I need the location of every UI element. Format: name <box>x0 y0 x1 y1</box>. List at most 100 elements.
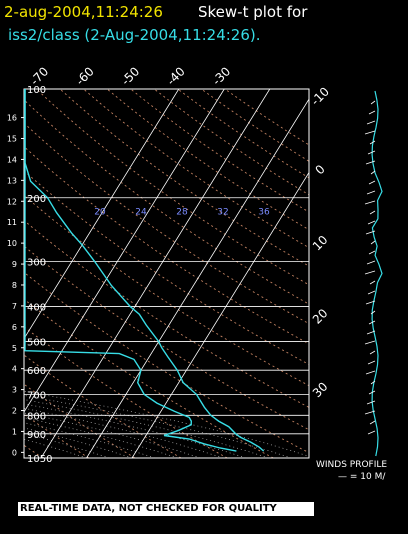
pressure-tick-label: 200 <box>27 194 46 205</box>
isotherm-line <box>24 89 225 413</box>
height-tick-label: 5 <box>12 344 17 353</box>
wind-barb <box>365 160 376 165</box>
diagram-grid <box>24 89 309 458</box>
plot-title: Skew-t plot for <box>198 3 308 21</box>
pressure-tick-label: 500 <box>27 338 46 349</box>
isotherm-right-label: -10 <box>308 84 332 108</box>
wind-barb <box>366 120 376 125</box>
dry-adiabat <box>224 89 309 146</box>
pressure-tick-label: 100 <box>27 85 46 96</box>
height-tick-label: 8 <box>12 281 17 290</box>
height-tick-label: 4 <box>12 365 17 374</box>
moist-adiabat <box>24 427 133 458</box>
wind-barb <box>366 190 376 195</box>
plot-date-title: 2-aug-2004,11:24:26 <box>4 3 163 21</box>
moist-adiabat <box>24 422 155 458</box>
dry-adiabat <box>24 99 309 305</box>
dewpoint-line <box>24 89 237 452</box>
wind-barb <box>366 260 376 265</box>
plot-subtitle: iss2/class (2-Aug-2004,11:24:26). <box>8 26 261 44</box>
height-tick-label: 13 <box>7 176 17 185</box>
dry-adiabat <box>24 383 136 458</box>
pressure-tick-label: 300 <box>27 257 46 268</box>
isotherm-top-label: -40 <box>164 64 188 88</box>
dry-adiabat <box>201 89 309 162</box>
pressure-tick-label: 800 <box>27 411 46 422</box>
wind-barb <box>367 290 376 295</box>
wind-barb <box>369 140 376 145</box>
isotherm-top-label: -30 <box>210 64 234 88</box>
dry-adiabat <box>24 298 274 458</box>
winds-profile-label: WINDS PROFILE <box>316 460 388 470</box>
wind-barb <box>365 300 376 305</box>
dry-adiabat <box>59 89 309 267</box>
wind-barb <box>368 180 376 185</box>
height-tick-label: 6 <box>12 323 17 332</box>
wind-barb <box>370 170 376 175</box>
mixing-ratio-label: 20 <box>94 207 106 217</box>
height-tick-label: 11 <box>7 218 17 227</box>
isotherm-right-label: 30 <box>310 379 331 400</box>
wind-barb <box>368 110 376 115</box>
height-tick-label: 10 <box>7 239 17 248</box>
dry-adiabat <box>24 122 309 325</box>
isotherm-right-label: 20 <box>310 306 331 327</box>
height-tick-label: 9 <box>12 260 17 269</box>
height-tick-label: 0 <box>12 448 17 457</box>
wind-barb <box>370 100 376 105</box>
height-tick-label: 1 <box>12 427 17 436</box>
dry-adiabat <box>24 413 90 458</box>
wind-barb <box>366 330 376 335</box>
wind-barb <box>370 240 376 245</box>
wind-barb <box>367 360 376 365</box>
dry-adiabat <box>24 354 182 458</box>
wind-barb <box>370 380 376 385</box>
moist-adiabat <box>24 390 309 457</box>
wind-barb <box>367 150 376 155</box>
wind-barb <box>364 130 376 135</box>
mixing-ratio-label: 24 <box>135 207 147 217</box>
height-tick-label: 3 <box>12 386 17 395</box>
pressure-tick-label: 600 <box>27 366 46 377</box>
pressure-tick-label: 400 <box>27 303 46 314</box>
wind-barb <box>369 350 376 355</box>
dry-adiabat <box>36 89 309 286</box>
wind-barb <box>365 230 376 235</box>
mixing-ratio-label: 32 <box>217 207 228 217</box>
isotherm-top-label: -50 <box>119 64 143 88</box>
wind-barb <box>368 390 376 395</box>
dry-adiabat <box>24 271 309 454</box>
wind-barb <box>370 310 376 315</box>
pressure-tick-label: 700 <box>27 390 46 401</box>
diagram-frame <box>23 88 310 459</box>
dry-adiabat <box>83 89 309 249</box>
wind-barb <box>364 270 376 275</box>
wind-barb <box>369 420 376 425</box>
isotherm-right-label: 10 <box>310 233 331 254</box>
wind-barb <box>368 250 376 255</box>
wind-barb <box>365 370 376 375</box>
dry-adiabat <box>24 326 228 458</box>
wind-barb <box>367 220 376 225</box>
pressure-tick-label: 900 <box>27 430 46 441</box>
wind-barb <box>364 410 376 415</box>
quality-warning-banner: REAL-TIME DATA, NOT CHECKED FOR QUALITY <box>18 502 314 516</box>
isotherm-top-label: -60 <box>73 64 97 88</box>
wind-barb <box>364 200 376 205</box>
wind-barb <box>364 340 376 345</box>
dry-adiabat <box>24 245 309 431</box>
temperature-line <box>24 89 265 452</box>
height-tick-label: 2 <box>12 407 17 416</box>
wind-barb <box>366 400 376 405</box>
dry-adiabat <box>24 170 309 366</box>
height-tick-label: 15 <box>7 135 17 144</box>
mixing-ratio-label: 36 <box>258 207 270 217</box>
mixing-ratio-label: 28 <box>176 207 188 217</box>
dry-adiabat <box>24 444 43 458</box>
height-tick-label: 14 <box>7 155 17 164</box>
isotherm-right-label: 0 <box>313 162 328 177</box>
dry-adiabat <box>24 219 309 408</box>
wind-barb <box>369 280 376 285</box>
winds-profile-scale: — = 10 M/ <box>338 472 386 482</box>
